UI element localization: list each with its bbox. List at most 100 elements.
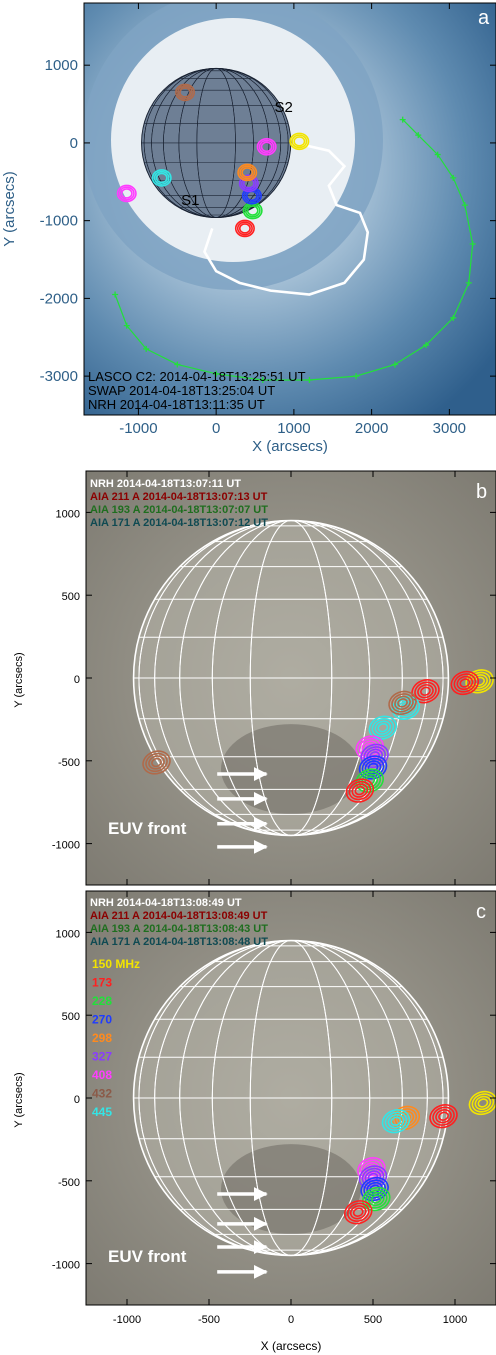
- x-tick-label: 1000: [277, 420, 310, 437]
- source-contour: [391, 693, 414, 713]
- legend-entry: 270: [92, 1013, 112, 1027]
- source-contour: [450, 670, 480, 696]
- panel-b-label: b: [476, 481, 487, 503]
- source-contour: [291, 134, 308, 149]
- source-contour: [420, 686, 431, 696]
- source-contour: [351, 783, 369, 798]
- frequency-legend: 150 MHz 173 228 270 298 327 408 432 445: [92, 957, 140, 1119]
- source-contour: [260, 141, 273, 153]
- source-contour: [153, 170, 170, 185]
- source-contour: [116, 184, 137, 203]
- panel-a-ylabel: Y (arcsecs): [1, 171, 18, 247]
- y-tick-label: -1000: [52, 1260, 80, 1272]
- source-contour: [388, 690, 417, 715]
- cme-front-marker: [415, 132, 422, 139]
- panel-a-info-line-2: SWAP 2014-04-18T13:25:04 UT: [88, 383, 275, 398]
- source-contour: [258, 139, 275, 154]
- panel-b: -1000 -500 0 500 1000 b NRH 2014-04-18T13:07…: [13, 470, 496, 886]
- source-contour: [459, 678, 471, 688]
- source-contour: [236, 221, 253, 236]
- y-tick-label: -3000: [40, 368, 78, 385]
- panel-c-label: c: [476, 901, 486, 923]
- source-contour: [397, 698, 408, 708]
- panel-a: S1 S2 -1000 0 1000 2000 3000 -3000 -2000 -1000 0 1…: [1, 2, 496, 455]
- source-contour: [148, 755, 165, 770]
- x-tick-label: 2000: [355, 420, 388, 437]
- source-contour: [118, 186, 135, 201]
- source-contour: [435, 1109, 452, 1124]
- source-contour: [142, 750, 171, 775]
- y-tick-label: 1000: [56, 508, 80, 520]
- source-contour: [363, 1179, 386, 1199]
- source-contour: [289, 132, 310, 151]
- y-tick-label: -1000: [40, 213, 78, 230]
- legend-entry: 327: [92, 1050, 112, 1064]
- panel-c: -1000 -500 0 500 1000 -1000 -500 0 500 1000 c NRH…: [13, 890, 496, 1353]
- cme-front-marker: [306, 377, 313, 384]
- source-contour: [417, 684, 434, 699]
- x-tick-label: -500: [198, 1314, 220, 1326]
- source-contour: [155, 172, 168, 184]
- source-contour: [175, 83, 196, 102]
- cme-front-marker: [259, 377, 266, 384]
- source-contour: [360, 743, 389, 768]
- cme-front-marker: [465, 279, 472, 286]
- cme-front-marker: [461, 202, 468, 209]
- cme-front-marker: [399, 116, 406, 123]
- source-contour: [343, 1200, 373, 1225]
- panel-a-xlabel: X (arcsecs): [252, 438, 328, 455]
- y-tick-label: 500: [62, 1011, 80, 1023]
- legend-entry: 432: [92, 1087, 112, 1101]
- panel-a-frame: [83, 2, 496, 416]
- cme-front-line: [114, 119, 474, 381]
- source-contour: [349, 1205, 367, 1220]
- longitude-line: [138, 520, 444, 836]
- cme-front-marker: [213, 370, 220, 377]
- euv-disturbance: [221, 724, 361, 815]
- cme-front-marker: [391, 361, 398, 368]
- source-contour: [374, 720, 392, 735]
- legend-entry: 150 MHz: [92, 957, 140, 971]
- panel-b-info-aia193: AIA 193 A 2014-04-18T13:07:07 UT: [90, 504, 268, 516]
- y-tick-label: 500: [62, 591, 80, 603]
- legend-entry: 298: [92, 1031, 112, 1045]
- source-contour: [384, 1111, 408, 1131]
- source-contour: [179, 87, 192, 98]
- source-contour: [293, 136, 306, 147]
- source-contour: [241, 167, 254, 178]
- source-contour: [368, 715, 398, 740]
- source-contour: [367, 1191, 385, 1207]
- source-contour: [438, 1111, 449, 1121]
- y-tick-label: -2000: [40, 290, 78, 307]
- cme-front-marker: [123, 322, 130, 329]
- x-tick-label: 0: [212, 420, 220, 437]
- source-contour: [345, 778, 375, 803]
- cme-front-marker: [450, 174, 457, 181]
- legend-entry: 173: [92, 976, 112, 990]
- x-tick-label: 1000: [443, 1314, 467, 1326]
- panel-a-info-line-1: LASCO C2: 2014-04-18T13:25:51 UT: [88, 369, 306, 384]
- source-contour: [411, 679, 440, 704]
- source-contour: [238, 223, 251, 234]
- source-contour: [151, 169, 172, 187]
- source-contour: [429, 1104, 458, 1129]
- longitude-line: [143, 67, 289, 218]
- source-contour: [474, 1095, 492, 1111]
- y-tick-label: 1000: [56, 928, 80, 940]
- source-contour: [234, 219, 255, 238]
- source-contour: [377, 723, 389, 733]
- source-contour: [239, 165, 256, 180]
- panel-c-xlabel: X (arcsecs): [261, 1339, 322, 1353]
- cme-front-marker: [469, 240, 476, 247]
- x-tick-label: 3000: [433, 420, 466, 437]
- source-contour: [151, 757, 162, 768]
- panel-c-info-aia211: AIA 211 A 2014-04-18T13:08:49 UT: [90, 910, 268, 922]
- cme-front-marker: [434, 151, 441, 158]
- source-contour: [391, 1105, 421, 1131]
- panel-c-ylabel: Y (arcsecs): [13, 1072, 25, 1127]
- panel-a-info-line-3: NRH 2014-04-18T13:11:35 UT: [88, 397, 265, 412]
- panel-c-info-aia193: AIA 193 A 2014-04-18T13:08:43 UT: [90, 923, 268, 935]
- panel-a-label: a: [478, 7, 490, 29]
- source-contour: [394, 1108, 418, 1128]
